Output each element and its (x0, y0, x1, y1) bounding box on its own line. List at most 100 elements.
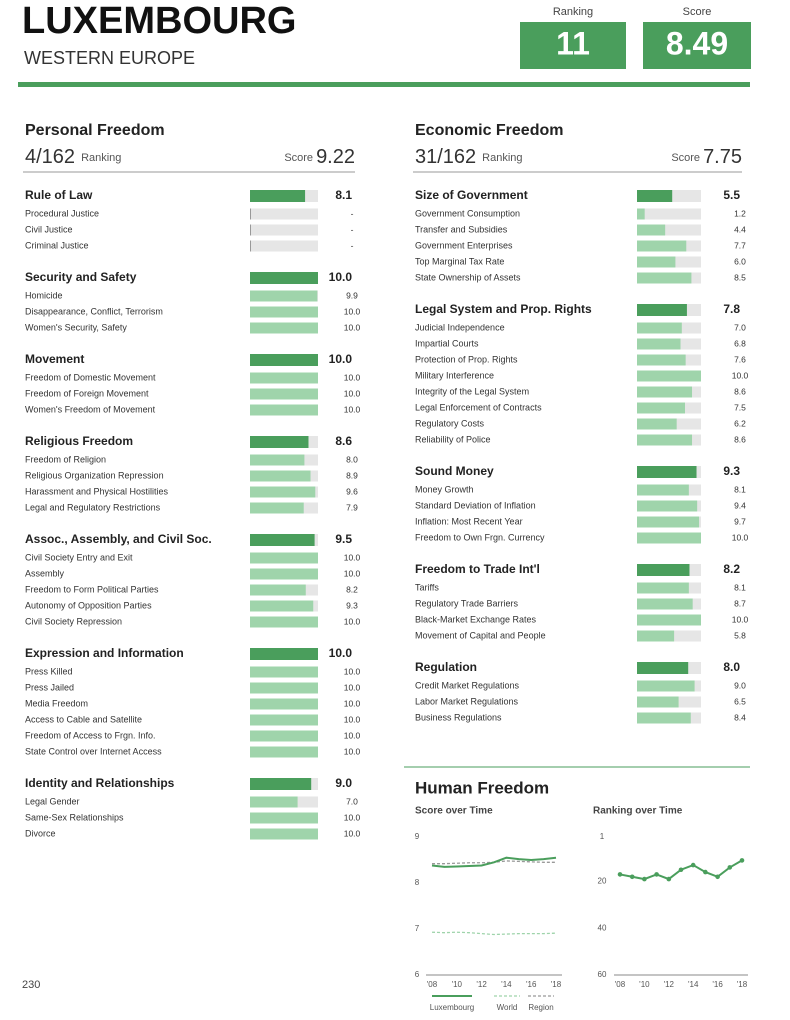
item-bar (637, 532, 701, 544)
item-score: 9.4 (734, 500, 746, 510)
item-bar (250, 290, 318, 302)
item-score: 7.0 (734, 322, 746, 332)
item-bar (250, 584, 306, 596)
item-bar (250, 812, 318, 824)
item-score: 8.0 (346, 454, 358, 464)
x-tick-label: '12 (476, 980, 487, 989)
item-bar (637, 256, 676, 268)
item-score: 10.0 (344, 682, 361, 692)
series-point (727, 865, 733, 870)
score: 8.49 (666, 25, 728, 61)
item-bar (637, 630, 675, 642)
item-bar (250, 746, 318, 758)
category-score: 9.0 (335, 776, 352, 790)
item-name: Freedom of Domestic Movement (25, 372, 156, 382)
item-name: Reliability of Police (415, 434, 491, 444)
item-score: - (351, 240, 354, 250)
item-score: 9.9 (346, 290, 358, 300)
series-point (678, 867, 684, 873)
item-score: 7.9 (346, 502, 358, 512)
score: 9.22 (316, 146, 355, 168)
bar-track (637, 208, 701, 220)
item-score: 9.6 (346, 486, 358, 496)
item-score: 10.0 (344, 404, 361, 414)
item-bar (637, 680, 695, 692)
item-name: Freedom to Own Frgn. Currency (415, 532, 545, 542)
category-bar (250, 272, 318, 284)
item-score: 7.5 (734, 402, 746, 412)
item-bar (637, 272, 692, 284)
category-score: 10.0 (329, 646, 353, 660)
ranking: 11 (556, 25, 590, 61)
series-point (666, 876, 672, 882)
legend-label: World (497, 1003, 518, 1012)
item-name: Integrity of the Legal System (415, 386, 529, 396)
series-line (431, 931, 557, 936)
item-name: Disappearance, Conflict, Terrorism (25, 306, 163, 316)
item-bar (637, 516, 700, 528)
category-score: 7.8 (723, 302, 740, 316)
category-bar (250, 534, 315, 546)
item-name: Regulatory Costs (415, 418, 485, 428)
item-name: Women's Security, Safety (25, 322, 127, 332)
item-name: Criminal Justice (25, 240, 89, 250)
score-label: Score (671, 152, 700, 164)
category-name: Assoc., Assembly, and Civil Soc. (25, 532, 212, 546)
y-tick-label: 6 (415, 970, 420, 979)
item-bar (637, 598, 693, 610)
item-name: Freedom of Religion (25, 454, 106, 464)
item-score: 6.5 (734, 696, 746, 706)
ranking-label: Ranking (553, 6, 593, 18)
x-tick-label: '14 (501, 980, 512, 989)
category-score: 10.0 (329, 352, 353, 366)
x-tick-label: '18 (737, 980, 748, 989)
item-name: Transfer and Subsidies (415, 224, 508, 234)
item-bar (250, 372, 318, 384)
item-bar (637, 696, 679, 708)
item-bar (637, 224, 666, 236)
item-name: Protection of Prop. Rights (415, 354, 518, 364)
rank-label: Ranking (81, 152, 121, 164)
category-bar (250, 436, 309, 448)
item-bar (250, 502, 304, 514)
item-bar (637, 484, 689, 496)
item-score: 7.7 (734, 240, 746, 250)
category-score: 9.5 (335, 532, 352, 546)
item-score: 10.0 (344, 730, 361, 740)
x-tick-label: '18 (551, 980, 562, 989)
item-score: 8.6 (734, 386, 746, 396)
x-tick-label: '10 (452, 980, 463, 989)
y-tick-label: 20 (598, 877, 607, 886)
item-name: Movement of Capital and People (415, 630, 546, 640)
item-score: 6.0 (734, 256, 746, 266)
x-tick-label: '10 (639, 980, 650, 989)
item-score: 9.0 (734, 680, 746, 690)
item-bar (637, 582, 689, 594)
item-score: 4.4 (734, 224, 746, 234)
score-box (643, 22, 751, 69)
section-rank: 4/162 Ranking (25, 146, 121, 168)
category-name: Movement (25, 352, 84, 366)
y-tick-label: 7 (415, 924, 420, 933)
score: 7.75 (703, 146, 742, 168)
item-name: Women's Freedom of Movement (25, 404, 156, 414)
item-name: Top Marginal Tax Rate (415, 256, 504, 266)
score-label: Score (683, 6, 712, 18)
item-bar (637, 386, 693, 398)
category-score: 8.6 (335, 434, 352, 448)
series-point (690, 862, 696, 868)
item-name: Press Jailed (25, 682, 74, 692)
item-bar (637, 370, 701, 382)
item-name: Civil Justice (25, 224, 73, 234)
item-name: Labor Market Regulations (415, 696, 519, 706)
item-bar (637, 322, 682, 334)
item-bar (250, 486, 316, 498)
item-score: - (351, 208, 354, 218)
item-score: 8.9 (346, 470, 358, 480)
rank: 4/162 (25, 146, 75, 168)
item-name: Religious Organization Repression (25, 470, 164, 480)
item-score: 10.0 (732, 614, 749, 624)
item-bar (637, 434, 693, 446)
item-score: 10.0 (344, 322, 361, 332)
category-name: Identity and Relationships (25, 776, 175, 790)
